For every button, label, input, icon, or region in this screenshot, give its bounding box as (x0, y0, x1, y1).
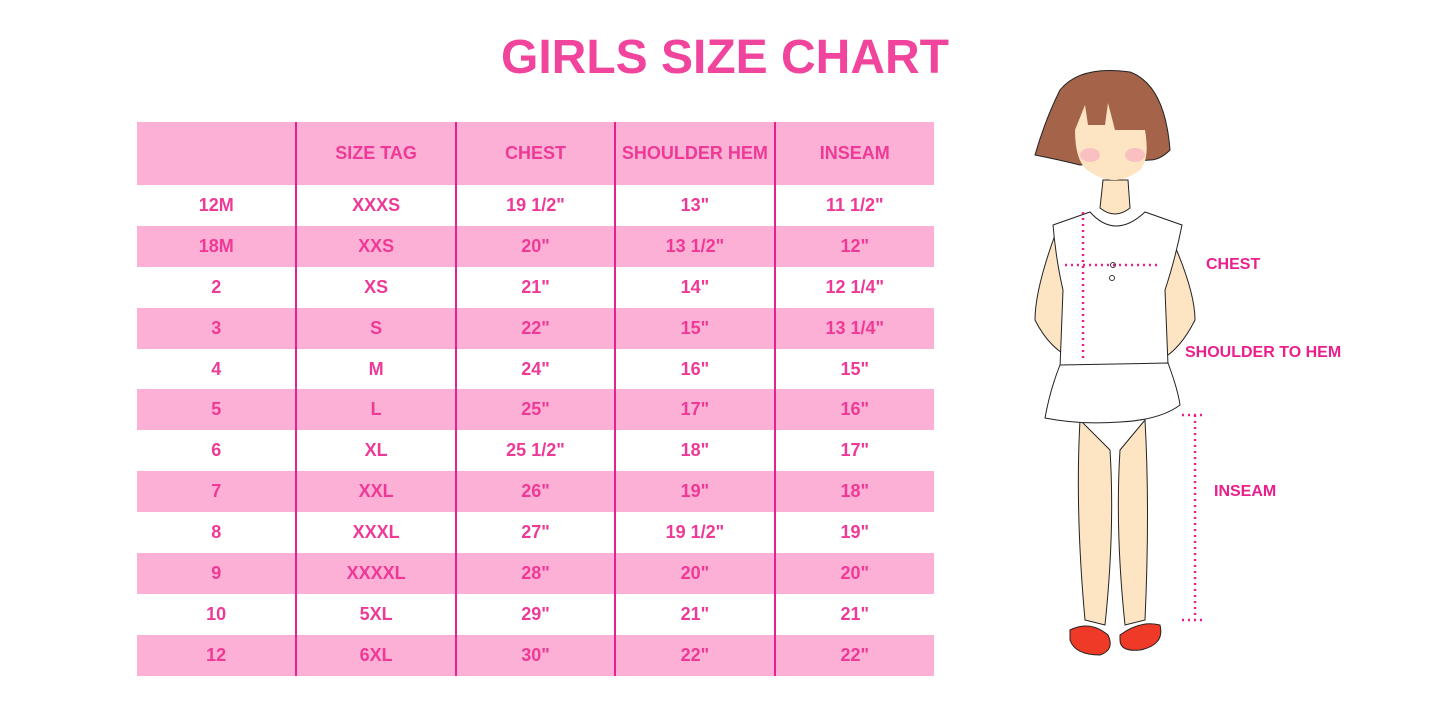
shirt (1052, 211, 1183, 369)
table-cell: 13 1/2" (614, 225, 775, 267)
table-cell: 19" (614, 471, 775, 513)
table-cell: XXS (295, 225, 456, 267)
table-cell: 24" (454, 348, 616, 390)
table-cell: 21" (454, 266, 616, 308)
table-cell: 5XL (295, 593, 456, 635)
table-row: 12 6XL 30" 22" 22" (137, 634, 934, 676)
table-cell: 12M (198, 194, 234, 215)
table-cell: 17" (773, 430, 934, 472)
table-row: 6 XL 25 1/2" 18" 17" (137, 430, 934, 472)
table-row: 7 XXL 26" 19" 18" (137, 471, 934, 513)
page-title: GIRLS SIZE CHART (500, 31, 949, 84)
table-cell: 16" (773, 389, 934, 431)
table-cell: 11 1/2" (773, 185, 934, 226)
column-header: INSEAM (773, 122, 934, 185)
table-cell: 13 1/4" (773, 307, 934, 349)
table-cell: 14" (614, 266, 775, 308)
table-cell: XXXXL (295, 553, 456, 594)
table-cell: 25" (454, 389, 616, 431)
table-row: 3 S 22" 15" 13 1/4" (137, 307, 934, 349)
table-row: 18M XXS 20" 13 1/2" 12" (137, 225, 934, 267)
table-cell: 4 (211, 358, 222, 379)
table-cell: 7 (137, 471, 297, 513)
table-cell: S (295, 307, 456, 349)
table-cell: XXL (295, 471, 456, 513)
table-header-row: SIZE TAG CHEST SHOULDER HEM INSEAM (137, 122, 934, 185)
table-cell: 2 (211, 276, 222, 297)
skirt (1044, 362, 1181, 424)
table-cell: 17" (614, 389, 775, 431)
table-cell: 22" (773, 634, 934, 676)
table-cell: 12 1/4" (773, 266, 934, 308)
table-row: 5 L 25" 17" 16" (137, 389, 934, 431)
table-cell: 21" (773, 593, 934, 635)
column-header: SHOULDER HEM (614, 122, 775, 185)
table-cell: 26" (454, 471, 616, 513)
table-cell: 28" (454, 553, 616, 594)
table-cell: 19" (773, 512, 934, 554)
shoulder-to-hem-label: SHOULDER TO HEM (1185, 344, 1342, 361)
table-cell: 10 (206, 603, 227, 624)
table-row: 8 XXXL 27" 19 1/2" 19" (137, 512, 934, 554)
table-cell: 27" (454, 512, 616, 554)
table-cell: 9 (137, 553, 297, 594)
table-row: 4 M 24" 16" 15" (137, 348, 934, 390)
table-cell: 18M (137, 225, 297, 267)
table-cell: 25 1/2" (454, 430, 616, 472)
table-cell: XS (295, 266, 456, 308)
table-cell: M (295, 348, 456, 390)
table-cell: 15" (614, 307, 775, 349)
inseam-label: INSEAM (1214, 483, 1277, 500)
legs (1077, 418, 1148, 626)
table-cell: XXXL (295, 512, 456, 554)
table-cell: 18" (614, 430, 775, 472)
table-cell: 12 (137, 634, 297, 676)
table-cell: 16" (614, 348, 775, 390)
table-cell: 21" (614, 593, 775, 635)
table-cell: XL (295, 430, 456, 472)
table-cell: 15" (773, 348, 934, 390)
column-header: SIZE TAG (295, 122, 456, 185)
table-row: 9 XXXXL 28" 20" 20" (137, 553, 934, 594)
table-cell: 5 (137, 389, 297, 431)
table-cell: 22" (454, 307, 616, 349)
table-row: 2 XS 21" 14" 12 1/4" (137, 266, 934, 308)
table-cell: 20" (773, 553, 934, 594)
girl-measurement-illustration (1034, 69, 1202, 656)
chest-label: CHEST (1206, 256, 1261, 273)
table-cell: XXXS (295, 185, 456, 226)
table-cell: 20" (614, 553, 775, 594)
table-cell: 6 (211, 440, 222, 461)
table-row: 12M XXXS 19 1/2" 13" 11 1/2" (137, 185, 934, 226)
table-cell: 13" (614, 185, 775, 226)
column-header: CHEST (454, 122, 616, 185)
column-header (137, 122, 297, 185)
table-cell: 8 (211, 522, 222, 543)
table-cell: 22" (614, 634, 775, 676)
table-cell: 29" (454, 593, 616, 635)
table-cell: 19 1/2" (454, 185, 616, 226)
shoes (1069, 623, 1162, 656)
table-cell: 20" (454, 225, 616, 267)
table-cell: 6XL (295, 634, 456, 676)
table-cell: L (295, 389, 456, 431)
size-table: SIZE TAG CHEST SHOULDER HEM INSEAM 12M XXXS 1… (137, 122, 934, 676)
table-cell: 30" (454, 634, 616, 676)
table-row: 10 5XL 29" 21" 21" (137, 593, 934, 635)
table-cell: 19 1/2" (614, 512, 775, 554)
table-cell: 12" (773, 225, 934, 267)
table-cell: 18" (773, 471, 934, 513)
table-cell: 3 (137, 307, 297, 349)
